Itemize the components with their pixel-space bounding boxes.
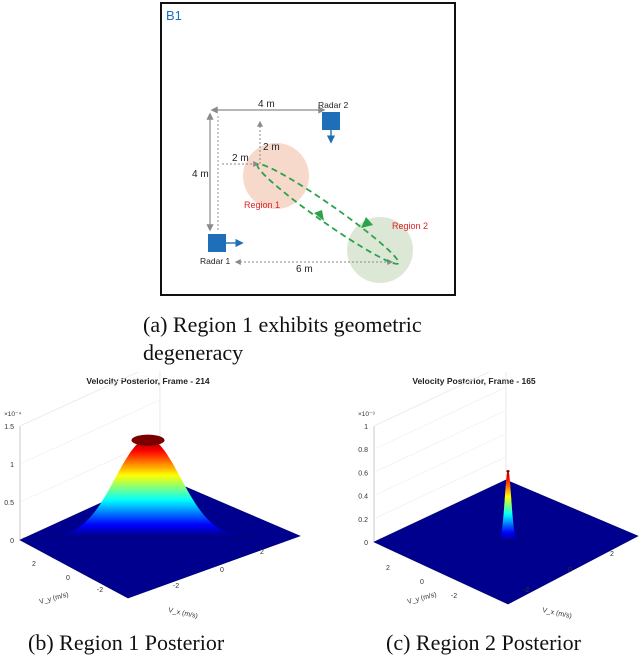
- x-tick-label: 2: [260, 549, 264, 556]
- region2-label: Region 2: [392, 221, 428, 231]
- z-gridline: [19, 399, 161, 465]
- surface-plot-c: Velocity Posterior, Frame - 165 0 0.2 0.4 0.…: [358, 363, 639, 620]
- chart-title: Velocity Posterior, Frame - 214: [86, 376, 210, 386]
- surface-peak-cap: [506, 470, 510, 473]
- z-tick-label: 1: [10, 462, 14, 469]
- radar1-label: Radar 1: [200, 256, 231, 266]
- scenario-svg: B1 4 m 4 m 2 m 2 m 6 m Region 1 Region 2…: [166, 8, 428, 283]
- region1-label: Region 1: [244, 200, 280, 210]
- caption-a: (a) Region 1 exhibits geometric degenera…: [143, 312, 422, 365]
- chart-title: Velocity Posterior, Frame - 165: [412, 376, 536, 386]
- y-axis-label: V_y (m/s): [407, 591, 438, 606]
- surface-peak-cap: [131, 434, 165, 446]
- z-gridline: [373, 363, 507, 427]
- z-gridline: [19, 361, 161, 427]
- x-tick-label: 0: [568, 567, 572, 574]
- plot-b: Velocity Posterior, Frame - 214 0 0.5 1 1.5 ×…: [0, 361, 320, 622]
- panel-label: B1: [166, 8, 182, 23]
- radar2-icon: [322, 112, 340, 130]
- z-tick-label: 0: [364, 540, 368, 547]
- region2-circle: [347, 217, 413, 283]
- z-tick-label: 0.4: [358, 494, 368, 501]
- dim-label-6m: 6 m: [296, 264, 313, 275]
- scenario-diagram: B1 4 m 4 m 2 m 2 m 6 m Region 1 Region 2…: [160, 2, 456, 296]
- y-tick-label: -2: [451, 593, 457, 600]
- trajectory-arrow-backward: [314, 210, 324, 221]
- surface-plot-b: Velocity Posterior, Frame - 214 0 0.5 1 1.5 ×…: [4, 361, 301, 620]
- z-gridline: [373, 410, 507, 473]
- radar1-icon: [208, 234, 226, 252]
- radar2-label: Radar 2: [318, 100, 349, 110]
- x-tick-label: -2: [173, 583, 179, 590]
- z-gridline: [373, 386, 507, 450]
- z-exponent-label: ×10⁻⁴: [4, 411, 21, 418]
- z-tick-label: 0.6: [358, 470, 368, 477]
- x-tick-label: 2: [610, 551, 614, 558]
- y-tick-label: 2: [32, 561, 36, 568]
- z-tick-label: 1.5: [4, 424, 14, 431]
- y-tick-label: 2: [386, 565, 390, 572]
- dim-label-4m-left: 4 m: [192, 169, 209, 180]
- y-tick-label: 0: [66, 575, 70, 582]
- y-axis-label: V_y (m/s): [39, 591, 70, 606]
- dim-label-4m-top: 4 m: [258, 99, 275, 110]
- x-tick-label: 0: [220, 567, 224, 574]
- z-tick-label: 0.5: [4, 500, 14, 507]
- z-tick-label: 0.8: [358, 447, 368, 454]
- x-axis-label: V_x (m/s): [168, 607, 199, 620]
- caption-c: (c) Region 2 Posterior: [386, 630, 581, 655]
- caption-b: (b) Region 1 Posterior: [28, 630, 225, 655]
- dim-label-2m-horiz: 2 m: [232, 153, 249, 164]
- trajectory-path: [256, 163, 400, 265]
- y-tick-label: -2: [97, 587, 103, 594]
- z-gridline: [373, 456, 507, 520]
- z-exponent-label: ×10⁻³: [358, 411, 375, 418]
- trajectory-arrow-forward: [361, 217, 373, 228]
- x-axis-label: V_x (m/s): [542, 607, 573, 620]
- z-tick-label: 0.2: [358, 517, 368, 524]
- z-tick-label: 0: [10, 538, 14, 545]
- dim-label-2m-vert: 2 m: [263, 142, 280, 153]
- y-tick-label: 0: [420, 579, 424, 586]
- z-tick-label: 1: [364, 424, 368, 431]
- z-gridline: [373, 433, 507, 496]
- plot-c: Velocity Posterior, Frame - 165 0 0.2 0.4 0.…: [330, 363, 640, 622]
- x-tick-label: -2: [523, 587, 529, 594]
